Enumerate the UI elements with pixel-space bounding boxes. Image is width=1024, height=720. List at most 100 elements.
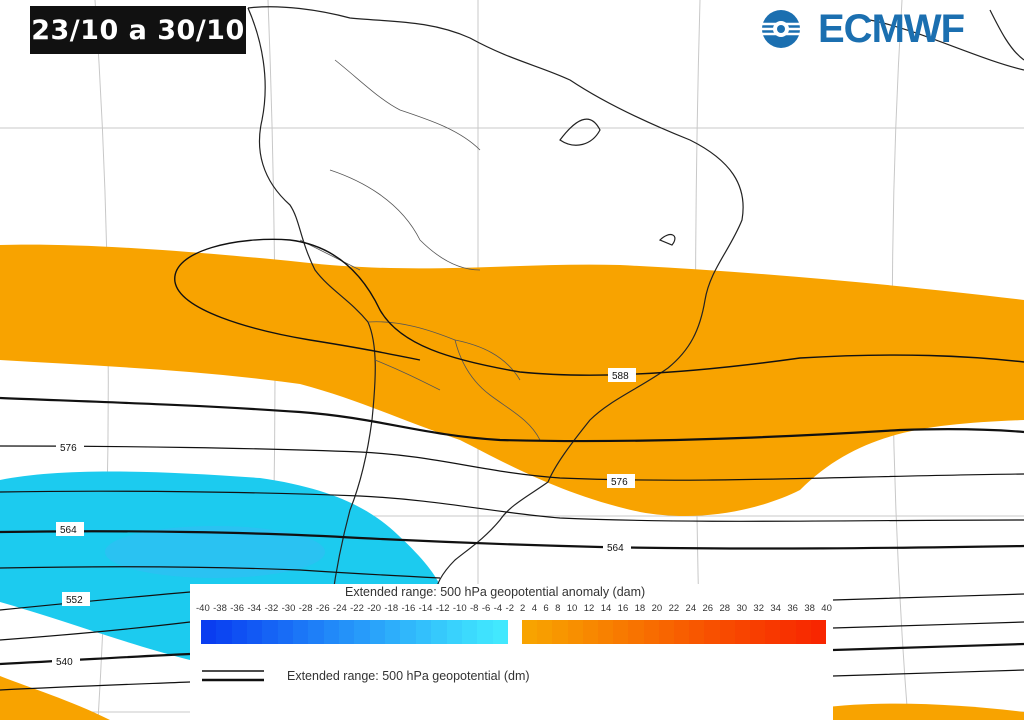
colorbar-swatch [704, 620, 720, 644]
legend-tick-label: -16 [401, 603, 416, 614]
colorbar-swatch [277, 620, 294, 644]
legend-tick-label: 30 [736, 603, 748, 614]
colorbar-swatch [339, 620, 355, 644]
legend-tick-label: -8 [470, 603, 479, 614]
colorbar-swatch [385, 620, 401, 644]
positive-anomaly-colorbar [522, 620, 827, 644]
legend-tick-label: -34 [247, 603, 262, 614]
colorbar-swatch [323, 620, 340, 644]
legend-tick-label: 38 [804, 603, 815, 614]
contour-label-552: 552 [66, 595, 83, 606]
contour-label-540: 540 [56, 657, 73, 668]
colorbar-swatch [492, 620, 508, 644]
ecmwf-swirl-icon [762, 10, 800, 48]
legend-tick-label: 26 [702, 603, 714, 614]
colorbar-swatch [765, 620, 781, 644]
colorbar-swatch [674, 620, 690, 644]
legend-tick-label: 8 [555, 603, 561, 614]
colorbar-swatch [598, 620, 614, 644]
legend-tick-label: -12 [435, 603, 450, 614]
date-range-label: 23/10 a 30/10 [30, 6, 246, 54]
legend-tick-label: 10 [566, 603, 578, 614]
colorbar-swatch [400, 620, 416, 644]
legend-tick-label: -6 [481, 603, 491, 614]
legend-tick-label: 2 [520, 603, 526, 614]
legend-tick-label: -2 [505, 603, 514, 614]
colorbar-swatch [567, 620, 583, 644]
legend-tick-label: -26 [315, 603, 330, 614]
colorbar-swatch [369, 620, 386, 644]
legend-tick-label: -24 [333, 603, 347, 614]
positive-anomaly-area-southeast [820, 703, 1024, 720]
geopotential-line-sample [202, 670, 264, 682]
positive-anomaly-area [0, 244, 1024, 517]
colorbar-swatch [795, 620, 811, 644]
legend-tick-label: 28 [719, 603, 731, 614]
legend-tick-label: 4 [531, 603, 537, 614]
negative-tick-labels: -40 -38 -36 -34 -32 -30 -28 -26 -24 -22 -20 -18 -16-… [196, 603, 514, 614]
colorbar-swatch [522, 620, 538, 644]
colorbar-swatch [689, 620, 705, 644]
legend-tick-label: 6 [543, 603, 549, 614]
colorbar-swatch [247, 620, 263, 644]
contour-label-588: 588 [612, 371, 629, 382]
legend-tick-label: 24 [685, 603, 697, 614]
colorbar-swatch [308, 620, 324, 644]
colorbar-swatch [216, 620, 232, 644]
geopotential-legend-label: Extended range: 500 hPa geopotential (dm… [287, 669, 530, 683]
contour-label-564-west: 564 [60, 525, 77, 536]
legend-tick-label: -22 [350, 603, 364, 614]
legend-tick-label: 16 [617, 603, 629, 614]
colorbar-swatch [446, 620, 462, 644]
legend-tick-label: -30 [281, 603, 296, 614]
legend-tick-label: 12 [583, 603, 595, 614]
legend-tick-label: 36 [787, 603, 798, 614]
map-legend: Extended range: 500 hPa geopotential ano… [190, 584, 833, 720]
negative-anomaly-colorbar [201, 620, 508, 644]
ecmwf-logo: ECMWF [752, 6, 965, 52]
legend-tick-label: 40 [821, 603, 832, 614]
colorbar-swatch [750, 620, 766, 644]
colorbar-swatch [477, 620, 493, 644]
colorbar-swatch [643, 620, 659, 644]
legend-tick-label: -32 [264, 603, 279, 614]
legend-tick-label: -28 [298, 603, 313, 614]
colorbar-swatch [537, 620, 553, 644]
colorbar-swatch [734, 620, 751, 644]
legend-tick-label: 34 [770, 603, 781, 614]
legend-tick-label: -18 [384, 603, 399, 614]
colorbar-swatch [658, 620, 675, 644]
positive-tick-labels: 2 4 6 8 10 12 14 16 18 20 22 24 26 28 30 32 34 36 38 40 [520, 603, 832, 614]
legend-tick-label: -4 [493, 603, 503, 614]
colorbar-swatch [628, 620, 644, 644]
legend-tick-label: -38 [213, 603, 227, 614]
positive-anomaly-area-southwest [0, 676, 110, 720]
legend-tick-label: -40 [196, 603, 210, 614]
colorbar-swatch [231, 620, 248, 644]
geopotential-contours [0, 238, 1024, 691]
colorbar-swatch [354, 620, 370, 644]
legend-tick-label: 20 [651, 603, 663, 614]
legend-tick-label: -10 [452, 603, 467, 614]
colorbar-swatch [582, 620, 599, 644]
country-borders [299, 59, 541, 441]
colorbar-swatch [613, 620, 629, 644]
legend-tick-label: 14 [600, 603, 612, 614]
colorbar-swatch [552, 620, 568, 644]
legend-tick-label: 32 [753, 603, 764, 614]
legend-tick-label: -20 [367, 603, 381, 614]
legend-tick-label: -14 [418, 603, 433, 614]
colorbar-swatch [461, 620, 478, 644]
colorbar-swatch [262, 620, 278, 644]
legend-tick-label: -36 [230, 603, 244, 614]
colorbar-swatch [431, 620, 447, 644]
legend-tick-label: 22 [668, 603, 680, 614]
ecmwf-logo-text: ECMWF [818, 6, 965, 51]
colorbar-swatch [780, 620, 796, 644]
contour-label-576-west: 576 [60, 443, 77, 454]
colorbar-swatch [201, 620, 217, 644]
legend-tick-label: 18 [634, 603, 646, 614]
colorbar-swatch [415, 620, 432, 644]
